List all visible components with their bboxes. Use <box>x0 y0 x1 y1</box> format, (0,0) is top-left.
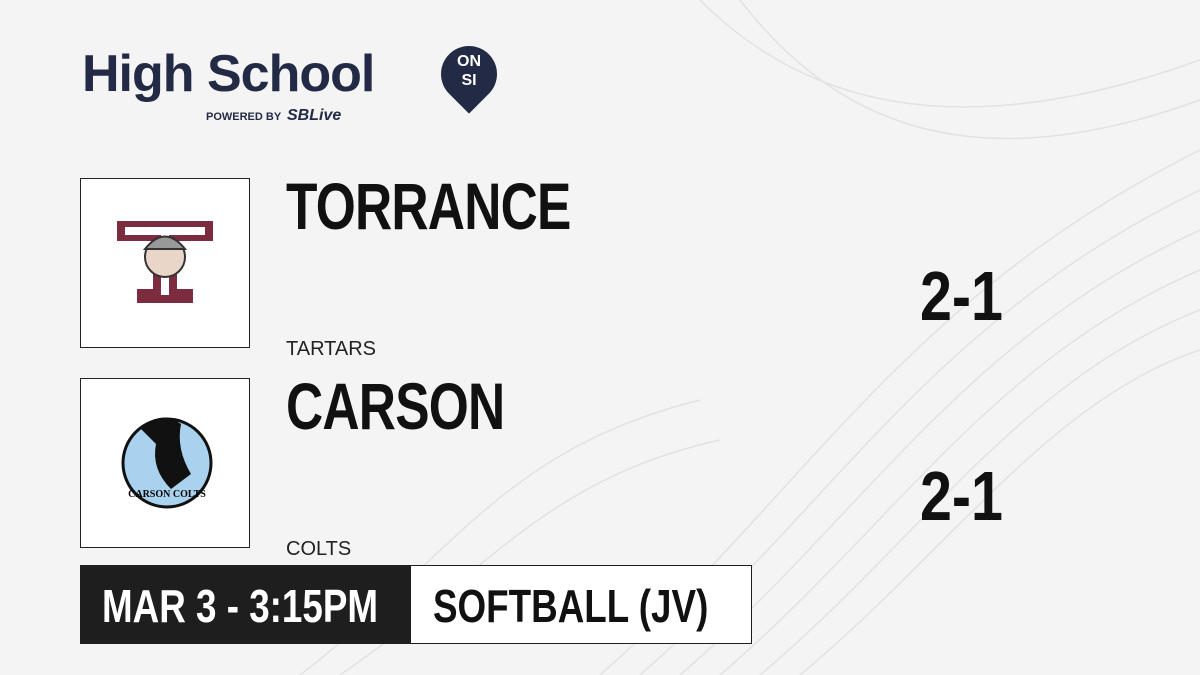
datetime-box: MAR 3 - 3:15PM <box>80 565 410 644</box>
badge-text: ON SI <box>441 52 497 90</box>
brand-title: High School <box>82 45 375 103</box>
powered-by: POWERED BY <box>206 111 282 123</box>
badge-line: SI <box>461 72 477 89</box>
team-name: TORRANCE <box>286 169 571 243</box>
team-score: 2-1 <box>920 457 1003 535</box>
torrance-logo <box>117 221 213 303</box>
game-datetime: MAR 3 - 3:15PM <box>102 580 379 632</box>
team-score: 2-1 <box>920 257 1003 335</box>
carson-logo: CARSON COLTS <box>121 417 213 509</box>
sport-box: SOFTBALL (JV) <box>410 565 752 644</box>
team-mascot: COLTS <box>286 538 352 560</box>
team-name: CARSON <box>286 369 505 443</box>
game-sport: SOFTBALL (JV) <box>433 580 709 632</box>
team-logo: CARSON COLTS <box>80 378 250 548</box>
team-logo <box>80 178 250 348</box>
team-mascot: TARTARS <box>286 338 377 360</box>
logo-text: CARSON COLTS <box>128 489 206 500</box>
badge-line: ON <box>457 53 481 70</box>
brand-logo: SBLive <box>287 107 342 124</box>
